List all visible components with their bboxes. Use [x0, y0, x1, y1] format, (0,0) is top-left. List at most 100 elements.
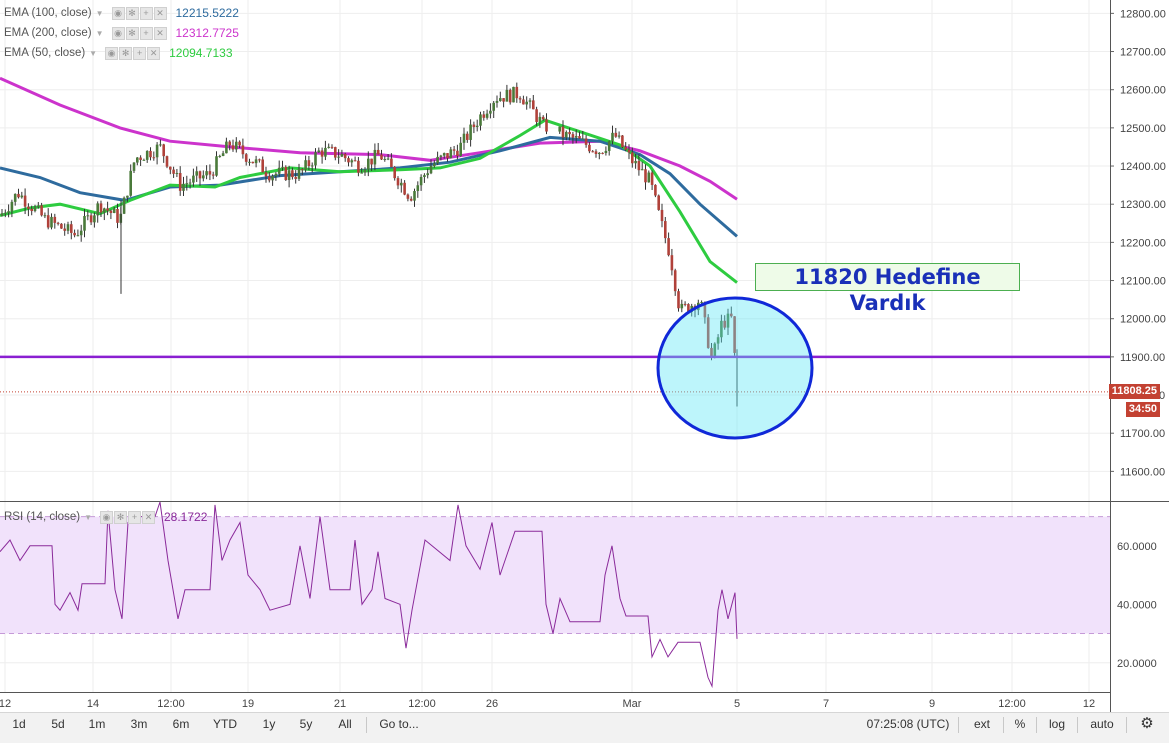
highlight-ellipse	[656, 296, 814, 440]
timeframe-1y[interactable]: 1y	[262, 717, 276, 731]
timeframe-5d[interactable]: 5d	[51, 717, 65, 731]
candle-body	[169, 166, 172, 170]
candle-body	[307, 160, 311, 166]
log-toggle[interactable]: log	[1048, 717, 1065, 731]
eye-icon[interactable]: ◉	[99, 510, 113, 524]
price-tick-label: 11600.00	[1120, 466, 1165, 478]
toolbar-divider	[1126, 717, 1127, 733]
candle-body	[56, 222, 60, 224]
candle-body	[733, 316, 736, 353]
gear-icon[interactable]: ✻	[125, 6, 139, 20]
candle-body	[20, 195, 24, 198]
chevron-down-icon[interactable]: ▼	[89, 48, 98, 58]
price-tick-label: 12200.00	[1120, 237, 1166, 249]
ema-100-line	[0, 135, 738, 238]
candle-body	[525, 101, 528, 105]
chevron-down-icon[interactable]: ▼	[84, 512, 92, 522]
candle-body	[46, 215, 50, 228]
eye-icon[interactable]: ◉	[111, 6, 125, 20]
timeframe-ytd[interactable]: YTD	[213, 717, 237, 731]
candle-body	[10, 201, 14, 212]
ema-200-path	[0, 76, 738, 201]
timeframe-6m[interactable]: 6m	[172, 717, 190, 731]
candle-body	[350, 160, 354, 163]
candle-body	[452, 149, 456, 151]
utc-clock[interactable]: 07:25:08 (UTC)	[866, 717, 950, 731]
candle-body	[89, 215, 93, 223]
candle-body	[185, 183, 189, 185]
close-icon[interactable]: ✕	[147, 46, 161, 60]
legend-ema50[interactable]: EMA (50, close) ▼ ◉ ✻ + ✕ 12094.7133	[4, 45, 233, 61]
candle-body	[393, 167, 396, 179]
candle-body	[195, 171, 198, 176]
candle-body	[73, 232, 76, 236]
toolbar-divider	[1003, 717, 1004, 733]
time-tick-label: 12	[1083, 698, 1095, 710]
eye-icon[interactable]: ◉	[105, 46, 119, 60]
candle-body	[63, 228, 66, 231]
legend-ema100[interactable]: EMA (100, close) ▼ ◉ ✻ + ✕ 12215.5222	[4, 5, 239, 21]
legend-rsi-label: RSI (14, close)	[4, 511, 81, 523]
auto-toggle[interactable]: auto	[1090, 717, 1114, 731]
chevron-down-icon[interactable]: ▼	[95, 8, 104, 18]
candle-body	[264, 172, 268, 177]
price-tick-label: 12300.00	[1120, 199, 1166, 211]
time-tick-label: 14	[87, 698, 99, 710]
close-icon[interactable]: ✕	[153, 6, 167, 20]
candle-body	[657, 195, 660, 210]
goto-button[interactable]: Go to...	[379, 717, 419, 731]
percent-toggle[interactable]: %	[1014, 717, 1026, 731]
candle-body	[541, 116, 545, 120]
candle-body	[145, 150, 149, 160]
candle-body	[604, 150, 608, 154]
rsi-band-fill	[0, 516, 1110, 634]
rsi-tick-label: 40.0000	[1117, 599, 1157, 611]
timeframe-1d[interactable]: 1d	[12, 717, 26, 731]
candle-body	[413, 191, 416, 201]
plus-icon[interactable]: +	[133, 46, 147, 60]
legend-ema100-label: EMA (100, close)	[4, 7, 92, 19]
candle-body	[33, 206, 37, 212]
time-tick-label: 26	[486, 698, 498, 710]
candle-body	[334, 147, 337, 158]
candle-body	[182, 183, 185, 191]
candle-body	[706, 317, 710, 348]
candle-body	[667, 238, 670, 256]
candle-body	[479, 114, 482, 126]
candle-body	[363, 169, 367, 173]
timeframe-1m[interactable]: 1m	[88, 717, 106, 731]
target-annotation[interactable]: 11820 Hedefine Vardık	[755, 263, 1020, 315]
candle-body	[644, 169, 647, 183]
rsi-band	[0, 516, 1110, 635]
candle-body	[594, 151, 598, 155]
candle-body	[581, 138, 585, 140]
plus-icon[interactable]: +	[127, 510, 141, 524]
legend-ema200-label: EMA (200, close)	[4, 27, 92, 39]
close-icon[interactable]: ✕	[153, 26, 167, 40]
candle-body	[4, 212, 7, 214]
gear-icon[interactable]: ✻	[119, 46, 133, 60]
candle-body	[106, 208, 109, 211]
gear-icon[interactable]: ⚙	[1140, 715, 1154, 732]
chevron-down-icon[interactable]: ▼	[95, 28, 104, 38]
ext-toggle[interactable]: ext	[973, 717, 990, 731]
eye-icon[interactable]: ◉	[111, 26, 125, 40]
timeframe-5y[interactable]: 5y	[299, 717, 313, 731]
legend-ema200[interactable]: EMA (200, close) ▼ ◉ ✻ + ✕ 12312.7725	[4, 25, 239, 41]
plus-icon[interactable]: +	[139, 26, 153, 40]
candle-body	[446, 153, 449, 159]
timeframe-all[interactable]: All	[338, 717, 352, 731]
timeframe-3m[interactable]: 3m	[130, 717, 148, 731]
gear-icon[interactable]: ✻	[125, 26, 139, 40]
gear-icon[interactable]: ✻	[113, 510, 127, 524]
candle-body	[568, 132, 571, 135]
plus-icon[interactable]: +	[139, 6, 153, 20]
close-icon[interactable]: ✕	[141, 510, 155, 524]
time-tick-label: 7	[823, 698, 829, 710]
candle-body	[228, 141, 231, 146]
legend-rsi[interactable]: RSI (14, close) ▼ ◉ ✻ + ✕ 28.1722	[4, 509, 207, 525]
candle-body	[40, 205, 43, 216]
candle-body	[670, 255, 674, 271]
toolbar-divider	[1077, 717, 1078, 733]
